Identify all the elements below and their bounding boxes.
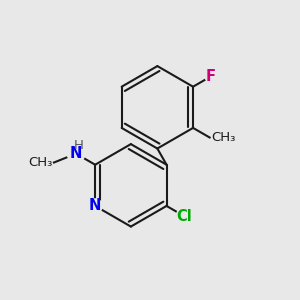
Circle shape [67, 145, 85, 163]
Text: CH₃: CH₃ [28, 156, 52, 169]
Text: CH₃: CH₃ [211, 131, 236, 144]
Text: Cl: Cl [176, 209, 192, 224]
Text: H: H [74, 139, 83, 152]
Text: N: N [89, 198, 101, 213]
Circle shape [88, 199, 102, 213]
Circle shape [176, 208, 193, 224]
Circle shape [205, 70, 217, 82]
Text: N: N [70, 146, 82, 161]
Text: F: F [206, 69, 216, 84]
